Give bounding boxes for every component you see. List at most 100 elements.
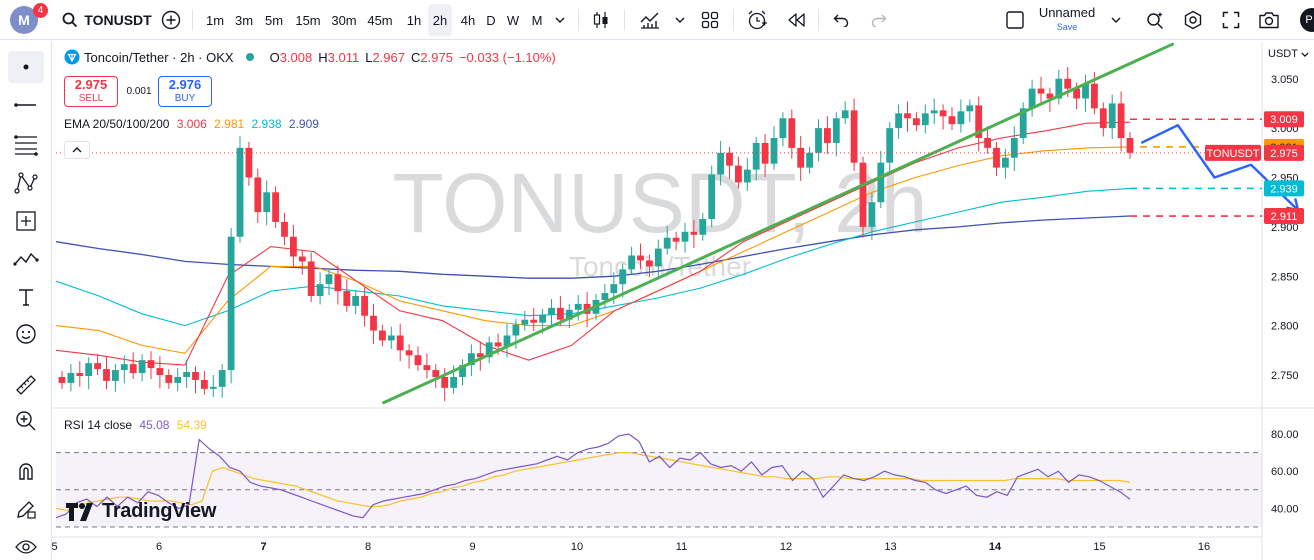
settings-button[interactable] <box>1180 0 1206 40</box>
symbol-title[interactable]: Toncoin/Tether · 2h · OKX <box>84 49 234 65</box>
candle <box>1126 132 1134 159</box>
candle <box>1117 91 1125 152</box>
candle <box>1108 94 1116 139</box>
sell-label: SELL <box>78 93 104 104</box>
candle-body <box>913 118 920 126</box>
candle <box>1019 102 1027 144</box>
redo-button[interactable] <box>866 0 892 40</box>
candle-body <box>254 177 262 213</box>
fib-lines-icon <box>14 135 38 156</box>
interval-3m[interactable]: 3m <box>234 12 254 28</box>
candle <box>895 104 902 139</box>
hide-drawings-tool[interactable] <box>8 531 44 560</box>
text-tool[interactable] <box>8 281 44 313</box>
cursor-tool[interactable] <box>8 51 44 83</box>
lock-drawings-tool[interactable] <box>8 493 44 525</box>
layout-dropdown[interactable] <box>1106 0 1126 40</box>
ema-label: EMA 20/50/100/200 <box>64 117 170 131</box>
ema200-line <box>55 215 1131 279</box>
brush-tool[interactable] <box>8 243 44 275</box>
trend-line-tool[interactable] <box>8 89 44 121</box>
candle <box>183 360 190 388</box>
dot-cursor-icon <box>23 64 29 70</box>
emoji-tool[interactable] <box>8 318 44 350</box>
ema-legend[interactable]: EMA 20/50/100/200 3.006 2.981 2.938 2.90… <box>64 117 323 131</box>
measure-tool[interactable] <box>8 369 44 401</box>
chart-type-button[interactable] <box>588 0 614 40</box>
alert-button[interactable] <box>743 0 771 40</box>
candle-body <box>476 353 484 358</box>
forecast-tool[interactable] <box>8 205 44 237</box>
interval-dropdown[interactable] <box>550 0 570 40</box>
layout-name[interactable]: Unnamed Save <box>1032 5 1102 35</box>
tradingview-logo[interactable]: TradingView <box>66 500 216 523</box>
interval-5m[interactable]: 5m <box>264 12 284 28</box>
indicators-button[interactable] <box>636 0 664 40</box>
candle-body <box>681 231 689 242</box>
collapse-legend-button[interactable] <box>64 141 90 159</box>
interval-w[interactable]: W <box>506 12 520 28</box>
rsi-legend[interactable]: RSI 14 close 45.08 54.39 <box>64 418 211 432</box>
candle <box>601 284 609 309</box>
candle <box>565 303 573 329</box>
interval-1h[interactable]: 1h <box>406 12 422 28</box>
candle <box>966 99 974 123</box>
undo-button[interactable] <box>828 0 854 40</box>
candle <box>503 323 511 358</box>
buy-button[interactable]: 2.976 BUY <box>158 76 212 107</box>
interval-m[interactable]: M <box>531 12 543 28</box>
interval-1m[interactable]: 1m <box>205 12 225 28</box>
candle-body <box>174 376 182 383</box>
quick-search-button[interactable] <box>1142 0 1168 40</box>
layout-button[interactable] <box>1002 0 1028 40</box>
candle-body <box>316 284 324 296</box>
candle <box>129 352 137 379</box>
candle <box>1099 102 1107 137</box>
price-tick-label: 2.800 <box>1271 321 1299 333</box>
buy-price: 2.976 <box>168 77 202 92</box>
candle <box>201 371 208 395</box>
watermark-symbol: TONUSDT, 2h <box>392 156 927 250</box>
fib-tool[interactable] <box>8 129 44 161</box>
publish-button[interactable]: P <box>1300 8 1314 32</box>
candle <box>387 326 395 349</box>
interval-15m[interactable]: 15m <box>295 12 321 28</box>
candle-body <box>85 363 93 376</box>
snapshot-button[interactable] <box>1255 0 1283 40</box>
candle <box>272 186 279 228</box>
candle-body <box>1117 103 1125 138</box>
compare-button[interactable] <box>158 0 184 40</box>
ruler-icon <box>16 375 36 395</box>
ema20-value: 3.006 <box>176 117 207 131</box>
magnet-tool[interactable] <box>8 455 44 487</box>
symbol-search-button[interactable]: TONUSDT <box>62 0 152 40</box>
interval-d[interactable]: D <box>486 12 496 28</box>
candle-body <box>859 162 867 227</box>
pattern-tool[interactable] <box>8 167 44 199</box>
candles <box>58 66 1134 402</box>
interval-4h[interactable]: 4h <box>460 12 476 28</box>
sell-button[interactable]: 2.975 SELL <box>64 76 118 107</box>
close-value: 2.975 <box>420 49 453 65</box>
ema50-value: 2.981 <box>214 117 245 131</box>
candle <box>476 341 484 371</box>
interval-2h[interactable]: 2h <box>428 4 452 36</box>
interval-45m[interactable]: 45m <box>367 12 393 28</box>
currency-selector[interactable]: USDT <box>1268 48 1309 60</box>
candle <box>646 254 653 278</box>
replay-button[interactable] <box>782 0 810 40</box>
templates-button[interactable] <box>697 0 723 40</box>
zoom-tool[interactable] <box>8 405 44 437</box>
candle-body <box>218 370 226 387</box>
candle <box>76 361 84 387</box>
candle <box>681 222 689 253</box>
interval-30m[interactable]: 30m <box>331 12 357 28</box>
candle-body <box>485 342 493 358</box>
time-tick-label: 13 <box>884 541 896 553</box>
fullscreen-button[interactable] <box>1218 0 1244 40</box>
alarm-clock-icon <box>748 10 767 30</box>
indicators-dropdown[interactable] <box>670 0 690 40</box>
candle-body <box>868 202 876 227</box>
candle <box>485 336 493 364</box>
